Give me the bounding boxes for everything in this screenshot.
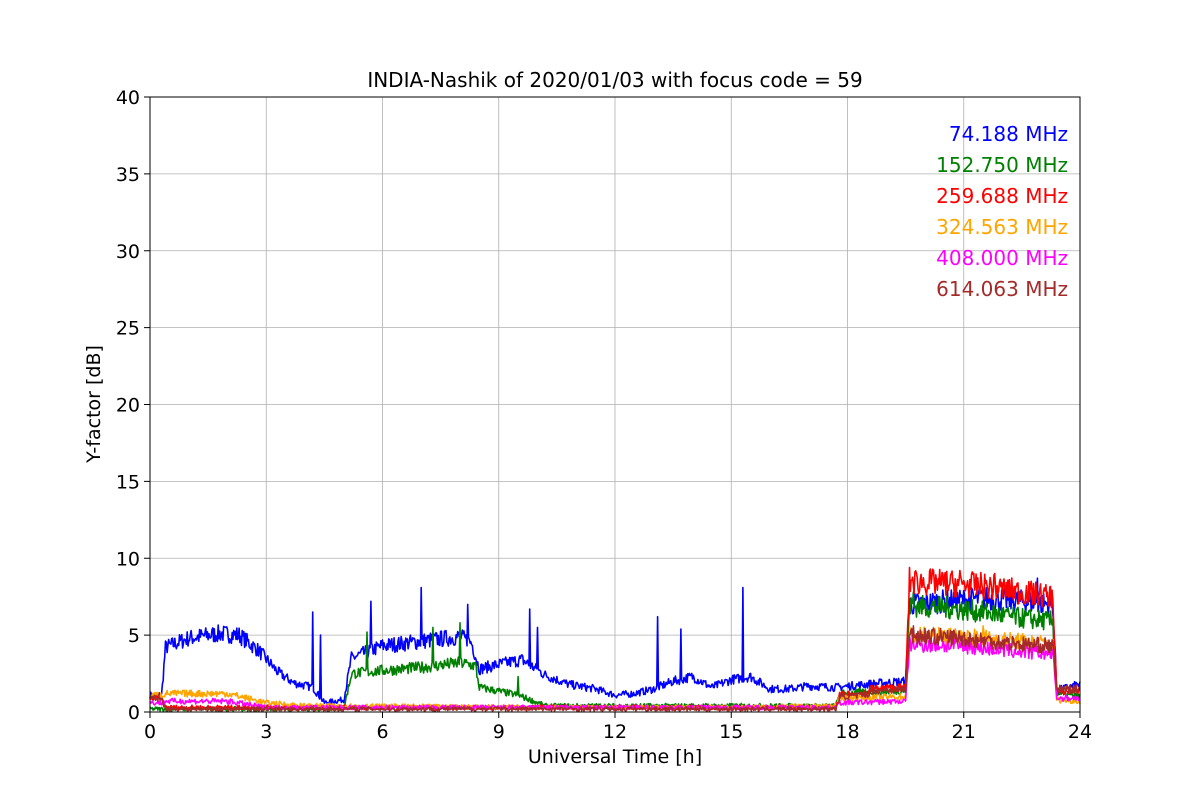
y-tick-label: 5: [128, 625, 140, 647]
x-tick-label: 9: [493, 721, 505, 743]
y-tick-label: 30: [116, 241, 140, 263]
x-tick-label: 15: [719, 721, 743, 743]
x-tick-label: 3: [260, 721, 272, 743]
y-tick-label: 0: [128, 702, 140, 724]
x-axis: 0 3 6 9 12 15 18 21 24: [144, 712, 1092, 743]
legend-entry: 614.063 MHz: [936, 277, 1068, 301]
x-tick-label: 21: [952, 721, 976, 743]
chart-title: INDIA-Nashik of 2020/01/03 with focus co…: [367, 68, 862, 92]
series-line: [149, 625, 1081, 712]
x-tick-label: 0: [144, 721, 156, 743]
x-axis-title: Universal Time [h]: [528, 746, 702, 768]
y-tick-label: 15: [116, 471, 140, 493]
y-tick-label: 25: [116, 318, 140, 340]
x-tick-label: 12: [603, 721, 627, 743]
y-axis: 0 5 10 15 20 25 30 35 40: [116, 87, 150, 724]
legend-entry: 324.563 MHz: [936, 215, 1068, 239]
x-tick-label: 18: [835, 721, 859, 743]
y-tick-label: 10: [116, 548, 140, 570]
y-axis-title: Y-factor [dB]: [83, 345, 105, 464]
legend-entry: 259.688 MHz: [936, 184, 1068, 208]
legend: 74.188 MHz 152.750 MHz 259.688 MHz 324.563 …: [936, 122, 1068, 301]
legend-entry: 408.000 MHz: [936, 246, 1068, 270]
y-tick-label: 40: [116, 87, 140, 109]
legend-entry: 74.188 MHz: [949, 122, 1068, 146]
x-tick-label: 6: [376, 721, 388, 743]
series-group: [149, 566, 1081, 712]
y-tick-label: 35: [116, 164, 140, 186]
y-tick-label: 20: [116, 395, 140, 417]
x-tick-label: 24: [1068, 721, 1092, 743]
legend-entry: 152.750 MHz: [936, 153, 1068, 177]
